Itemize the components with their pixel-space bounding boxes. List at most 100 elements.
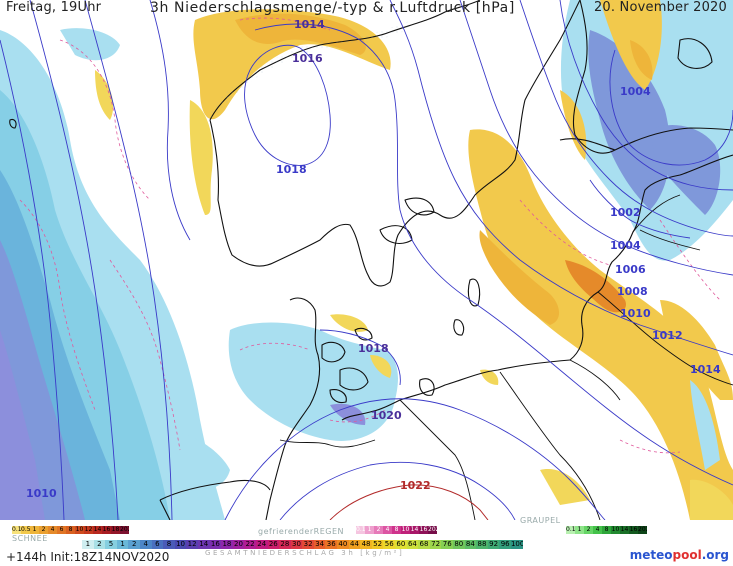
- legend-swatch: 8: [392, 526, 401, 534]
- legend-swatch: 10: [75, 526, 84, 534]
- brand-logo-text: meteo: [629, 548, 673, 562]
- legend-swatch: 14: [620, 526, 629, 534]
- legend-swatch: 8: [602, 526, 611, 534]
- legend-swatch: 24: [255, 540, 268, 549]
- isobar-label: 1014: [690, 363, 721, 376]
- legend-swatch: 14: [410, 526, 419, 534]
- legend-swatch: 8: [66, 526, 75, 534]
- precipitation-denmark: [159, 314, 499, 490]
- isobar-labels: 1014 1016 1018 1004 1002 1004 1006 1008 …: [26, 18, 721, 500]
- legend-snow-label: SCHNEE: [12, 534, 48, 543]
- legend-swatch: 2: [128, 540, 140, 549]
- legend-swatch: 40: [337, 540, 349, 549]
- legend-freezing-scale: 0.112481014162025+: [356, 526, 437, 534]
- legend-total-label: GESAMTNIEDERSCHLAG 3h [kg/m²]: [205, 549, 405, 557]
- legend-swatch: 64: [406, 540, 419, 549]
- legend-swatch: 0.1: [566, 526, 575, 534]
- isobar-label: 1018: [358, 342, 389, 355]
- legend-swatch: 1: [30, 526, 39, 534]
- legend-swatch: 16: [419, 526, 428, 534]
- legend-swatch: 6: [151, 540, 164, 549]
- legend-swatch: 4: [383, 526, 392, 534]
- isobar-1022: [329, 484, 489, 520]
- legend-swatch: 36: [325, 540, 338, 549]
- brand-logo[interactable]: meteopool.org: [630, 548, 729, 562]
- legend-swatch: 22: [244, 540, 256, 549]
- legend-swatch: 56: [383, 540, 396, 549]
- legend-swatch: 2025+: [428, 526, 437, 534]
- legend-swatch: 1: [116, 540, 129, 549]
- legend-swatch: 88: [476, 540, 488, 549]
- legend-swatch: 14: [197, 540, 210, 549]
- legend-freezing-label: gefrierenderREGEN: [258, 527, 344, 536]
- legend-swatch: 2025+: [120, 526, 129, 534]
- legend-swatch: 80: [453, 540, 465, 549]
- legend-swatch: 30: [290, 540, 303, 549]
- isobar-label: 1004: [620, 85, 651, 98]
- legend-swatch: 6: [57, 526, 66, 534]
- legend-swatch: 4: [593, 526, 602, 534]
- isobar-label: 1018: [276, 163, 307, 176]
- legend-swatch: 20: [232, 540, 245, 549]
- isobar-label: 1010: [26, 487, 57, 500]
- brand-logo-text: .org: [701, 548, 729, 562]
- coast-texture: [206, 21, 412, 122]
- legend-swatch: 2: [39, 526, 48, 534]
- legend-swatch: 16: [629, 526, 638, 534]
- isobar-label: 1020: [371, 409, 402, 422]
- legend-swatch: 18: [221, 540, 233, 549]
- legend-swatch: 68: [418, 540, 430, 549]
- model-run-info: +144h Init:18Z14NOV2020: [6, 550, 170, 564]
- legend-swatch: 0.1: [12, 526, 21, 534]
- legend-swatch: 5: [105, 540, 117, 549]
- legend-swatch: 1: [575, 526, 584, 534]
- legend-swatch: 12: [84, 526, 93, 534]
- legend-swatch: 4: [139, 540, 152, 549]
- legend-swatch: 92: [487, 540, 500, 549]
- legend-graupel-label: GRAUPEL: [520, 516, 561, 525]
- legend-swatch: 10: [174, 540, 187, 549]
- precipitation-rain-west: [0, 28, 225, 520]
- legend-swatch: 4: [48, 526, 57, 534]
- isobar-label: 1022: [400, 479, 431, 492]
- map-date: 20. November 2020: [593, 0, 727, 15]
- isobar-label: 1010: [620, 307, 651, 320]
- isobar-label: 1016: [292, 52, 323, 65]
- isobar-label: 1008: [617, 285, 648, 298]
- legend-swatch: 0.5: [21, 526, 30, 534]
- legend: 0.10.51246810121416182025+ SCHNEE gefrie…: [0, 516, 733, 566]
- isobar-1018-closed: [244, 44, 331, 166]
- snowfall-dashed-lines: [19, 17, 721, 454]
- isobar-label: 1012: [652, 329, 683, 342]
- legend-swatch: 2025+: [638, 526, 647, 534]
- legend-swatch: 18: [111, 526, 120, 534]
- legend-swatch: 12: [186, 540, 198, 549]
- legend-swatch: 34: [313, 540, 326, 549]
- legend-swatch: 100: [510, 540, 523, 549]
- legend-swatch: 2: [374, 526, 383, 534]
- legend-swatch: 26: [267, 540, 280, 549]
- isobar-label: 1006: [615, 263, 646, 276]
- coastlines: [9, 0, 733, 520]
- legend-swatch: 76: [441, 540, 453, 549]
- isobar-label: 1002: [610, 206, 641, 219]
- isobar-label: 1004: [610, 239, 641, 252]
- isobar-label: 1014: [294, 18, 325, 31]
- brand-logo-text: pool: [672, 548, 702, 562]
- legend-swatch: 0.1: [356, 526, 365, 534]
- legend-swatch: 2: [93, 540, 106, 549]
- legend-graupel-scale: 0.112481014162025+: [566, 526, 647, 534]
- legend-swatch: 1: [82, 540, 94, 549]
- legend-swatch: 2: [584, 526, 593, 534]
- legend-swatch: 60: [395, 540, 407, 549]
- legend-swatch: 32: [302, 540, 314, 549]
- legend-swatch: 16: [209, 540, 222, 549]
- legend-swatch: 72: [429, 540, 442, 549]
- legend-swatch: 48: [360, 540, 372, 549]
- precipitation-pressure-map: 1014 1016 1018 1004 1002 1004 1006 1008 …: [0, 0, 733, 520]
- valid-time: Freitag, 19Uhr: [6, 0, 102, 15]
- legend-swatch: 10: [401, 526, 410, 534]
- legend-swatch: 14: [93, 526, 102, 534]
- legend-swatch: 8: [163, 540, 175, 549]
